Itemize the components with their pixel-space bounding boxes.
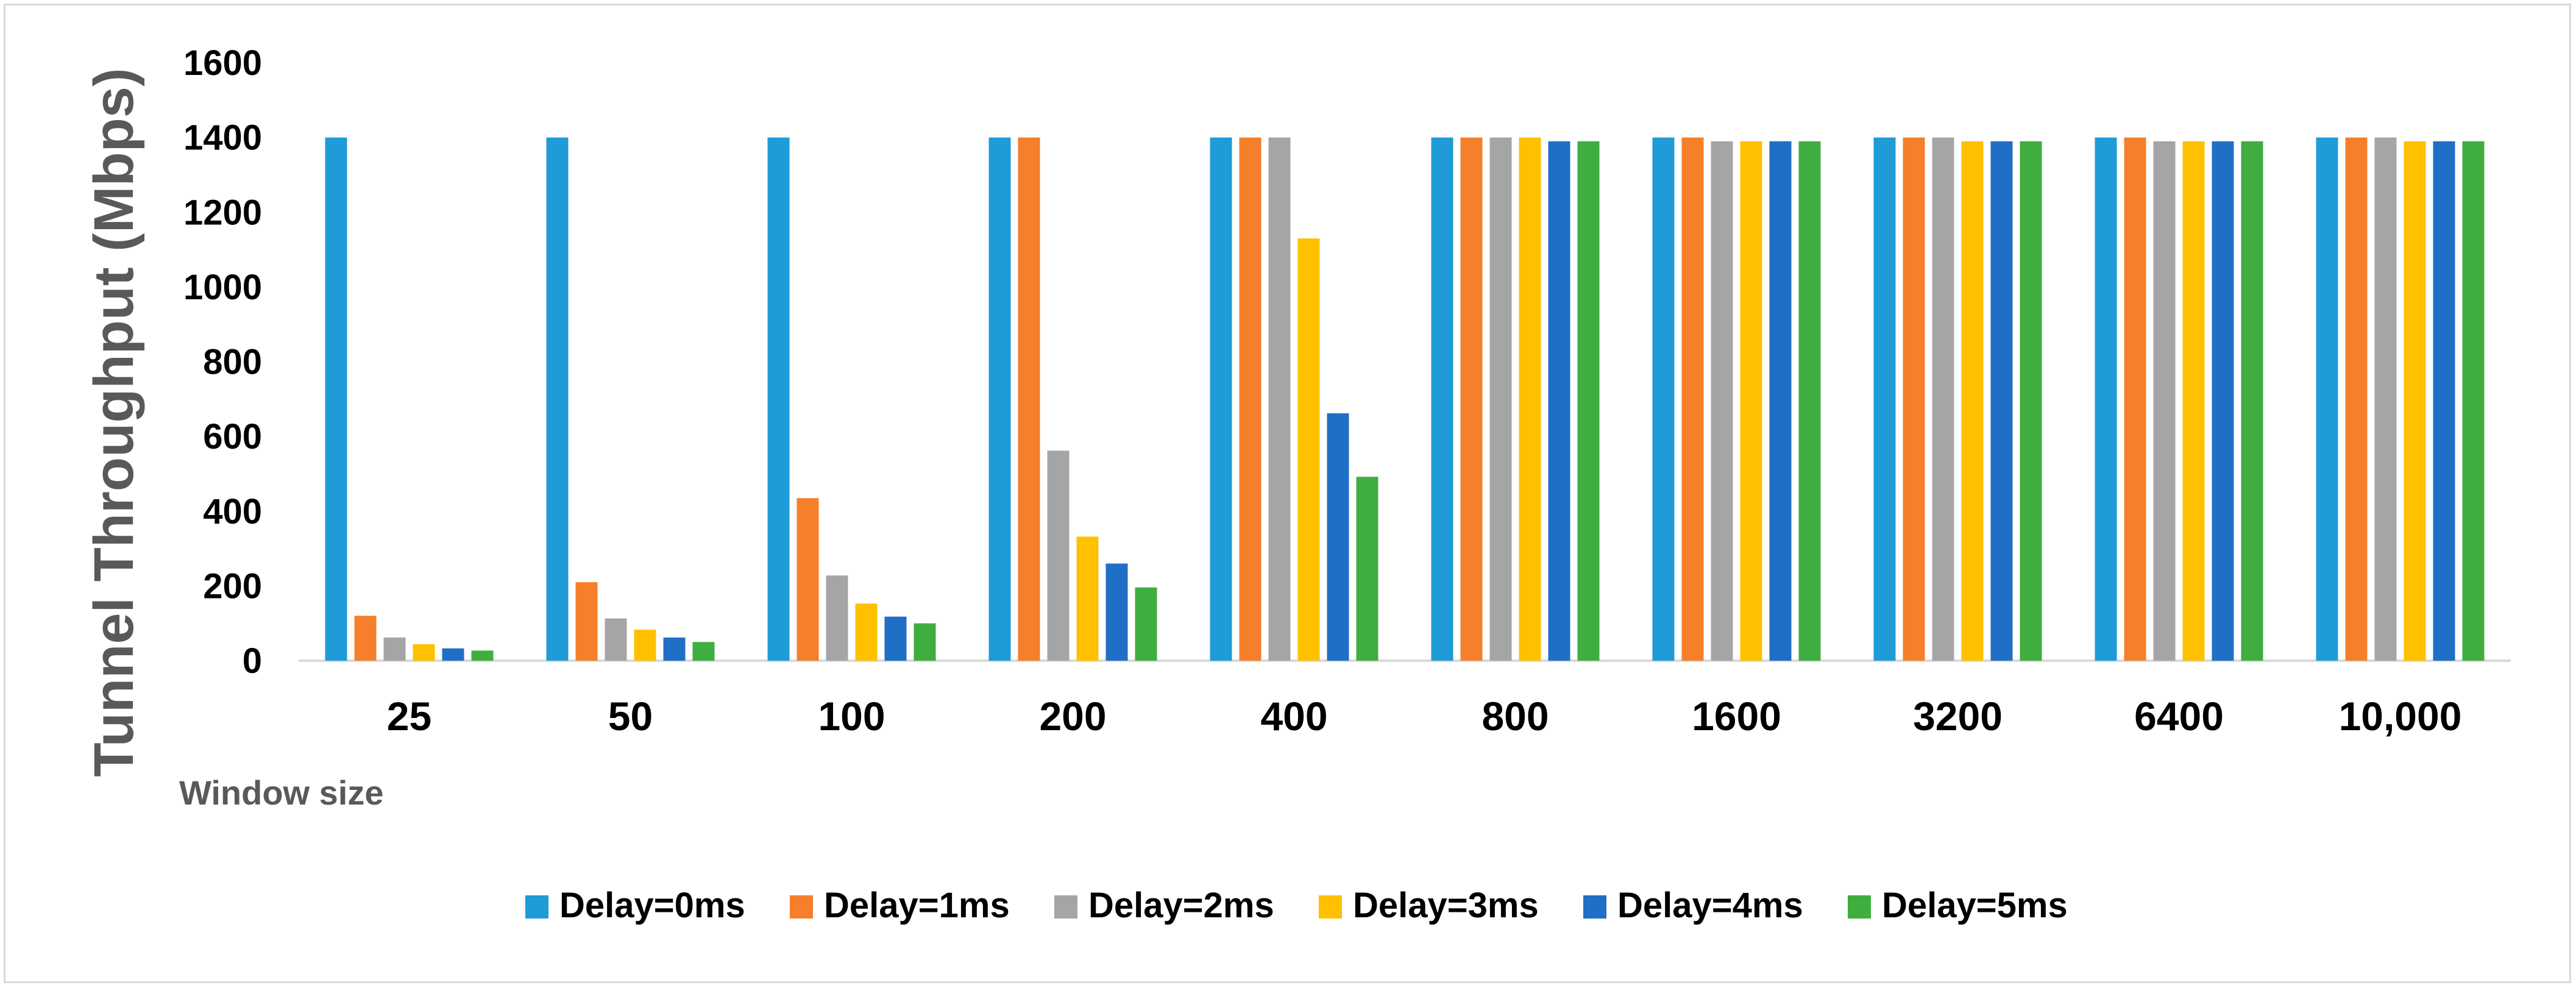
x-tick-label: 800 bbox=[1481, 694, 1549, 739]
y-axis-ticks: 0 200 400 600 800 1000 1200 1400 1600 bbox=[183, 43, 262, 681]
bar bbox=[2153, 141, 2176, 661]
bar bbox=[767, 137, 790, 661]
bar bbox=[354, 616, 377, 661]
bar bbox=[855, 603, 878, 661]
legend-swatch bbox=[1319, 895, 1342, 919]
y-tick-label: 1200 bbox=[183, 193, 262, 232]
bar bbox=[2124, 137, 2146, 661]
legend-swatch bbox=[1054, 895, 1077, 919]
bar bbox=[2345, 137, 2368, 661]
bar bbox=[797, 498, 819, 661]
bar bbox=[605, 618, 627, 661]
y-axis-title: Tunnel Throughput (Mbps) bbox=[83, 68, 145, 777]
y-tick-label: 0 bbox=[243, 641, 262, 681]
bar bbox=[2433, 141, 2455, 661]
bar bbox=[1297, 238, 1320, 661]
bar bbox=[1769, 141, 1792, 661]
x-tick-label: 6400 bbox=[2134, 694, 2224, 739]
bar bbox=[1740, 141, 1762, 661]
bar bbox=[2212, 141, 2234, 661]
bar bbox=[1961, 141, 1984, 661]
legend-swatch bbox=[1583, 895, 1606, 919]
bar bbox=[2241, 141, 2263, 661]
bar bbox=[325, 137, 347, 661]
legend-label: Delay=5ms bbox=[1882, 886, 2068, 925]
legend-label: Delay=1ms bbox=[824, 886, 1010, 925]
bar bbox=[1327, 413, 1349, 661]
bar bbox=[2182, 141, 2205, 661]
y-tick-label: 400 bbox=[203, 492, 262, 531]
y-tick-label: 600 bbox=[203, 417, 262, 457]
bar bbox=[1873, 137, 1896, 661]
x-tick-label: 400 bbox=[1260, 694, 1327, 739]
bar bbox=[1210, 137, 1232, 661]
bar bbox=[1047, 450, 1070, 661]
bar bbox=[546, 137, 569, 661]
bar bbox=[1548, 141, 1570, 661]
legend-label: Delay=3ms bbox=[1353, 886, 1539, 925]
legend-swatch bbox=[790, 895, 813, 919]
bar bbox=[575, 582, 598, 661]
bar bbox=[663, 638, 686, 661]
bar bbox=[1711, 141, 1733, 661]
legend-swatch bbox=[1848, 895, 1871, 919]
bar bbox=[1018, 137, 1040, 661]
x-tick-label: 10,000 bbox=[2339, 694, 2462, 739]
bar bbox=[1577, 141, 1600, 661]
bar bbox=[1489, 137, 1512, 661]
bar bbox=[988, 137, 1011, 661]
x-axis-title: Window size bbox=[179, 773, 384, 812]
bar bbox=[2462, 141, 2485, 661]
bar bbox=[1681, 137, 1704, 661]
legend-label: Delay=0ms bbox=[559, 886, 745, 925]
bar bbox=[2020, 141, 2042, 661]
bar bbox=[2374, 137, 2397, 661]
y-tick-label: 1000 bbox=[183, 268, 262, 307]
legend-swatch bbox=[525, 895, 548, 919]
y-tick-label: 1400 bbox=[183, 118, 262, 158]
bar bbox=[1903, 137, 1925, 661]
bar bbox=[914, 623, 936, 661]
bar bbox=[1798, 141, 1821, 661]
y-tick-label: 1600 bbox=[183, 43, 262, 83]
legend: Delay=0ms Delay=1ms Delay=2ms Delay=3ms Dela… bbox=[525, 886, 2068, 925]
bar bbox=[1460, 137, 1483, 661]
y-tick-label: 200 bbox=[203, 566, 262, 606]
x-tick-label: 100 bbox=[818, 694, 885, 739]
x-axis-ticks: 25 50 100 200 400 800 1600 3200 6400 10,000 bbox=[387, 694, 2462, 739]
bar bbox=[383, 638, 406, 661]
bar bbox=[826, 575, 848, 661]
bar bbox=[634, 630, 656, 661]
x-tick-label: 200 bbox=[1039, 694, 1106, 739]
bar bbox=[1356, 477, 1378, 661]
x-tick-label: 50 bbox=[608, 694, 653, 739]
bar bbox=[471, 650, 494, 661]
x-tick-label: 25 bbox=[387, 694, 431, 739]
bar bbox=[2316, 137, 2338, 661]
bar bbox=[1652, 137, 1675, 661]
bar bbox=[1268, 137, 1291, 661]
bar bbox=[1431, 137, 1453, 661]
bar bbox=[1076, 536, 1099, 661]
bar bbox=[692, 642, 715, 661]
bar bbox=[1990, 141, 2013, 661]
y-tick-label: 800 bbox=[203, 343, 262, 382]
x-tick-label: 3200 bbox=[1913, 694, 2003, 739]
bar bbox=[1519, 137, 1541, 661]
bars bbox=[325, 137, 2485, 661]
bar bbox=[2404, 141, 2426, 661]
bar bbox=[2095, 137, 2117, 661]
x-tick-label: 1600 bbox=[1692, 694, 1781, 739]
bar bbox=[884, 616, 907, 661]
legend-label: Delay=4ms bbox=[1617, 886, 1803, 925]
bar bbox=[1105, 563, 1128, 661]
bar bbox=[1239, 137, 1261, 661]
bar bbox=[442, 648, 464, 661]
bar bbox=[413, 644, 435, 661]
bar bbox=[1135, 587, 1157, 661]
bar bbox=[1932, 137, 1954, 661]
legend-label: Delay=2ms bbox=[1088, 886, 1274, 925]
